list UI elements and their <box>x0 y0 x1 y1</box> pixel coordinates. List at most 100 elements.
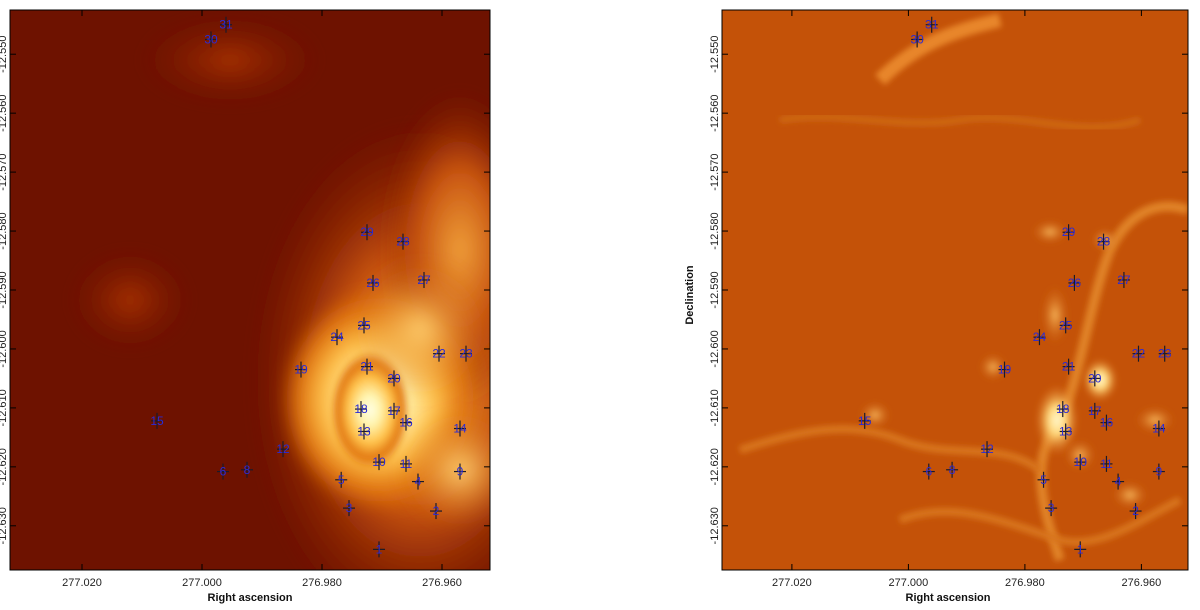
source-marker: 17 <box>1088 402 1102 419</box>
source-label: 8 <box>244 463 251 477</box>
source-label: 12 <box>276 442 290 456</box>
source-label: 21 <box>360 360 374 374</box>
source-marker: 12 <box>980 441 994 458</box>
y-tick-label: -12.610 <box>0 389 9 426</box>
y-tick-label: -12.550 <box>0 36 9 73</box>
y-tick-label: -12.610 <box>709 389 721 426</box>
y-tick-label: -12.620 <box>709 448 721 485</box>
source-label: 17 <box>387 404 401 418</box>
source-label: 10 <box>372 455 386 469</box>
source-label: 3 <box>346 501 353 515</box>
source-label: 16 <box>399 416 413 430</box>
source-label: 28 <box>1097 235 1111 249</box>
right-image <box>722 10 1188 570</box>
source-label: 31 <box>219 18 233 32</box>
y-tick-label: -12.580 <box>0 212 9 249</box>
source-label: 19 <box>998 363 1012 377</box>
source-marker: 13 <box>357 423 371 440</box>
source-marker: 31 <box>925 16 939 33</box>
source-marker: 31 <box>219 16 233 33</box>
source-label: 12 <box>980 442 994 456</box>
y-tick-label: -12.600 <box>0 330 9 367</box>
source-marker: 15 <box>150 412 164 429</box>
source-label: 13 <box>357 424 371 438</box>
source-marker: 28 <box>1097 233 1111 250</box>
source-label: 23 <box>459 347 473 361</box>
x-tick-label: 276.980 <box>1005 577 1045 589</box>
source-marker: 27 <box>417 271 431 288</box>
source-marker: 11 <box>1100 455 1113 472</box>
source-label: 24 <box>330 330 344 344</box>
source-label: 11 <box>400 457 413 471</box>
source-label: 29 <box>360 225 374 239</box>
source-label: 5 <box>1040 473 1047 487</box>
source-marker: 16 <box>1100 414 1114 431</box>
y-tick-label: -12.590 <box>709 271 721 308</box>
source-label: 29 <box>1062 225 1076 239</box>
source-marker: 2 <box>1129 503 1142 520</box>
source-label: 26 <box>1068 276 1082 290</box>
source-label: 1 <box>1077 542 1084 556</box>
source-marker: 15 <box>858 412 872 429</box>
source-label: 22 <box>1132 347 1146 361</box>
source-marker: 10 <box>1074 454 1088 471</box>
source-marker: 4 <box>412 473 424 490</box>
source-marker: 28 <box>396 233 410 250</box>
source-label: 16 <box>1100 416 1114 430</box>
source-label: 17 <box>1088 404 1102 418</box>
source-marker: 1 <box>1074 541 1087 558</box>
source-marker: 21 <box>360 358 374 375</box>
source-label: 4 <box>1115 475 1122 489</box>
source-marker: 11 <box>400 455 413 472</box>
left-image <box>10 10 490 570</box>
source-label: 5 <box>338 473 345 487</box>
x-tick-label: 277.020 <box>772 577 812 589</box>
source-label: 14 <box>453 422 467 436</box>
source-marker: 26 <box>1068 274 1082 291</box>
source-marker: 25 <box>357 317 371 334</box>
source-marker: 22 <box>1132 345 1146 362</box>
source-label: 28 <box>396 235 410 249</box>
source-marker: 23 <box>459 345 473 362</box>
x-tick-label: 277.000 <box>182 577 222 589</box>
source-marker: 29 <box>360 224 374 241</box>
source-label: 4 <box>415 475 422 489</box>
source-marker: 17 <box>387 402 401 419</box>
source-label: 25 <box>357 318 371 332</box>
y-tick-label: -12.550 <box>709 36 721 73</box>
source-marker: 19 <box>294 361 308 378</box>
source-marker: 9 <box>454 463 466 480</box>
source-marker: 1 <box>373 541 385 558</box>
source-label: 10 <box>1074 455 1088 469</box>
source-marker: 30 <box>910 31 924 48</box>
source-label: 9 <box>457 465 464 479</box>
source-marker: 14 <box>453 420 467 437</box>
source-label: 14 <box>1152 422 1166 436</box>
source-marker: 21 <box>1062 358 1076 375</box>
y-tick-label: -12.590 <box>0 271 9 308</box>
y-tick-label: -12.600 <box>709 330 721 367</box>
y-tick-label: -12.620 <box>0 448 9 485</box>
source-marker: 9 <box>1152 463 1165 480</box>
source-marker: 8 <box>946 461 959 478</box>
source-label: 1 <box>376 542 383 556</box>
source-label: 2 <box>1132 504 1139 518</box>
source-marker: 19 <box>998 361 1012 378</box>
right-y-axis-title: Declination <box>684 265 696 325</box>
source-marker: 24 <box>1033 329 1046 346</box>
source-marker: 18 <box>354 401 368 418</box>
source-label: 18 <box>1056 402 1070 416</box>
source-marker: 18 <box>1056 401 1070 418</box>
source-marker: 20 <box>1088 370 1102 387</box>
y-tick-label: -12.570 <box>709 153 721 190</box>
source-label: 31 <box>925 18 939 32</box>
source-label: 22 <box>432 347 446 361</box>
source-label: 26 <box>366 276 380 290</box>
y-tick-label: -12.560 <box>709 95 721 132</box>
source-marker: 4 <box>1112 473 1125 490</box>
y-tick-label: -12.630 <box>0 507 9 544</box>
source-marker: 22 <box>432 345 446 362</box>
source-label: 6 <box>220 465 227 479</box>
